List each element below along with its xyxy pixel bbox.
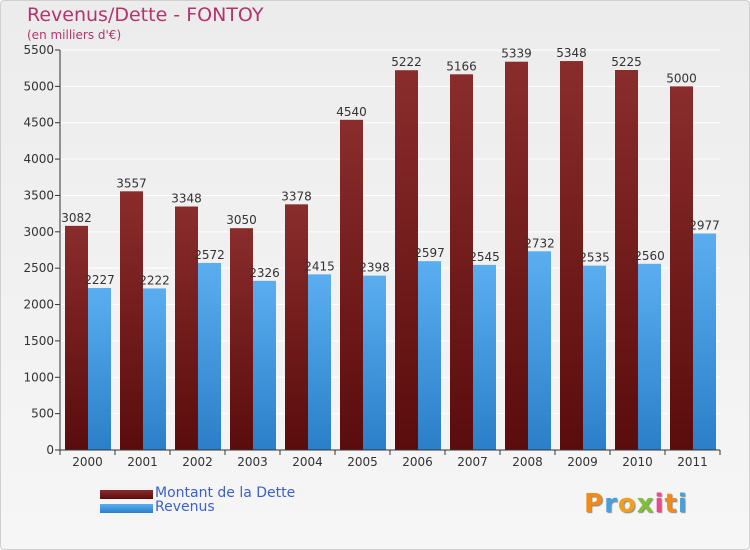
legend-label-revenus: Revenus — [155, 499, 215, 515]
value-label-dette: 5222 — [391, 55, 422, 69]
x-tick-label: 2000 — [72, 455, 103, 469]
x-tick-label: 2005 — [347, 455, 378, 469]
value-label-revenus: 2977 — [689, 218, 720, 232]
value-label-dette: 3378 — [281, 189, 312, 203]
bar-dette — [120, 191, 143, 451]
bar-revenus — [143, 288, 166, 450]
y-tick-label: 3500 — [23, 188, 54, 202]
y-tick-label: 4500 — [23, 116, 54, 130]
chart-subtitle: (en milliers d'€) — [27, 28, 122, 42]
value-label-revenus: 2535 — [579, 251, 610, 265]
value-label-dette: 5348 — [556, 46, 587, 60]
y-tick-label: 2500 — [23, 261, 54, 275]
bar-dette — [230, 228, 253, 450]
y-tick-label: 1000 — [23, 370, 54, 384]
value-label-dette: 5000 — [666, 71, 697, 85]
bar-revenus — [363, 275, 386, 450]
y-tick-label: 5000 — [23, 79, 54, 93]
bar-dette — [395, 70, 418, 450]
value-label-dette: 3082 — [61, 211, 92, 225]
bar-dette — [450, 74, 473, 451]
logo-letter: t — [664, 489, 678, 519]
value-label-dette: 3050 — [226, 213, 257, 227]
logo-letter: i — [677, 489, 688, 519]
legend-swatch-revenus — [100, 504, 153, 513]
value-label-dette: 5225 — [611, 55, 642, 69]
y-tick-label: 5500 — [23, 43, 54, 57]
bar-revenus — [528, 251, 551, 450]
bar-revenus — [308, 274, 331, 450]
value-label-dette: 3557 — [116, 176, 147, 190]
y-tick-label: 500 — [31, 407, 54, 421]
value-label-revenus: 2597 — [414, 246, 445, 260]
bar-revenus — [693, 233, 716, 450]
value-label-revenus: 2545 — [469, 250, 500, 264]
chart-title: Revenus/Dette - FONTOY — [27, 4, 264, 26]
logo-letter: o — [617, 489, 637, 519]
bar-dette — [285, 204, 308, 450]
bar-revenus — [253, 280, 276, 450]
y-tick-label: 1500 — [23, 334, 54, 348]
value-label-revenus: 2227 — [84, 273, 115, 287]
legend-label-dette: Montant de la Dette — [155, 485, 296, 501]
x-tick-label: 2011 — [677, 455, 708, 469]
x-tick-label: 2002 — [182, 455, 213, 469]
bar-dette — [560, 61, 583, 451]
y-tick-label: 4000 — [23, 152, 54, 166]
legend-swatch-dette — [100, 490, 153, 499]
bar-revenus — [418, 261, 441, 450]
proxiti-logo: Proxiti — [584, 489, 688, 519]
logo-letter: r — [604, 489, 618, 519]
value-label-dette: 3348 — [171, 192, 202, 206]
x-tick-label: 2009 — [567, 455, 598, 469]
x-tick-label: 2003 — [237, 455, 268, 469]
value-label-revenus: 2326 — [249, 266, 280, 280]
value-label-revenus: 2560 — [634, 249, 665, 263]
value-label-revenus: 2415 — [304, 259, 335, 273]
logo-letter: i — [654, 489, 665, 519]
value-label-dette: 5166 — [446, 59, 477, 73]
value-label-revenus: 2572 — [194, 248, 225, 262]
logo-letter: x — [636, 489, 655, 519]
y-tick-label: 0 — [46, 443, 54, 457]
y-tick-label: 2000 — [23, 298, 54, 312]
x-tick-label: 2001 — [127, 455, 158, 469]
bar-revenus — [88, 288, 111, 450]
value-label-revenus: 2398 — [359, 261, 390, 275]
bar-revenus — [473, 264, 496, 450]
bar-dette — [175, 206, 198, 450]
x-tick-label: 2010 — [622, 455, 653, 469]
bar-dette — [670, 86, 693, 450]
bar-dette — [615, 70, 638, 450]
x-tick-label: 2008 — [512, 455, 543, 469]
y-tick-label: 3000 — [23, 225, 54, 239]
bar-dette — [340, 119, 363, 451]
bar-revenus — [638, 263, 661, 450]
x-tick-label: 2007 — [457, 455, 488, 469]
value-label-revenus: 2732 — [524, 236, 555, 250]
value-label-revenus: 2222 — [139, 273, 170, 287]
bar-revenus — [583, 265, 606, 450]
value-label-dette: 4540 — [336, 105, 367, 119]
x-tick-label: 2006 — [402, 455, 433, 469]
bar-dette — [505, 61, 528, 450]
logo-letter: P — [584, 489, 605, 519]
bar-dette — [65, 225, 88, 450]
x-tick-label: 2004 — [292, 455, 323, 469]
bar-revenus — [198, 262, 221, 450]
value-label-dette: 5339 — [501, 47, 532, 61]
